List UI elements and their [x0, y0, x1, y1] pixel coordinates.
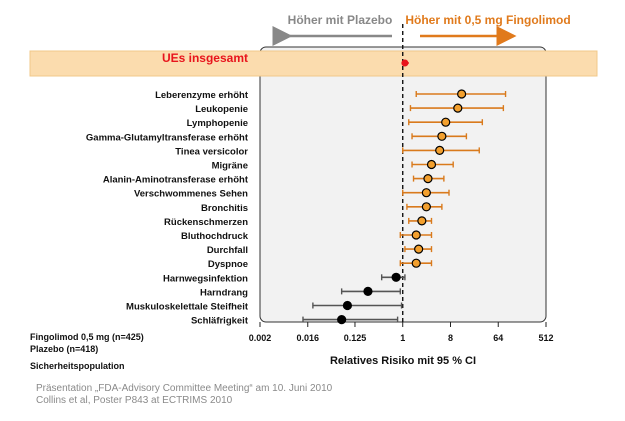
- row-point: [435, 145, 445, 155]
- forest-row: Harndrang: [200, 286, 402, 298]
- footnote-placebo-n: Plazebo (n=418): [30, 344, 99, 354]
- row-label: Harndrang: [200, 287, 248, 298]
- overall-estimate: [401, 59, 409, 67]
- row-label: Tinea versicolor: [175, 146, 248, 157]
- header-higher-placebo: Höher mit Plazebo: [288, 13, 393, 27]
- forest-row: Alanin-Aminotransferase erhöht: [103, 174, 445, 186]
- row-point: [414, 244, 424, 254]
- source-line-2: Collins et al, Poster P843 at ECTRIMS 20…: [36, 395, 233, 406]
- row-point: [441, 117, 451, 127]
- x-tick-label: 512: [538, 333, 553, 343]
- row-point: [411, 258, 421, 268]
- forest-row: Harnwegsinfektion: [163, 272, 406, 284]
- row-point: [457, 89, 467, 99]
- forest-row: Leukopenie: [195, 103, 505, 115]
- row-point: [421, 188, 431, 198]
- forest-row: Tinea versicolor: [175, 145, 480, 157]
- row-label: Alanin-Aminotransferase erhöht: [103, 175, 249, 186]
- overall-point: [401, 59, 409, 67]
- forest-row: Gamma-Glutamyltransferase erhöht: [86, 131, 468, 143]
- x-tick-label: 1: [400, 333, 405, 343]
- row-point: [337, 315, 347, 325]
- forest-row: Dyspnoe: [208, 258, 433, 270]
- row-label: Rückenschmerzen: [164, 217, 248, 228]
- row-point: [421, 202, 431, 212]
- row-point: [423, 174, 433, 184]
- forest-row: Lymphopenie: [187, 117, 484, 129]
- x-tick-label: 8: [448, 333, 453, 343]
- x-tick-label: 64: [493, 333, 503, 343]
- footnote-population: Sicherheitspopulation: [30, 361, 125, 371]
- row-label: Leukopenie: [195, 104, 248, 115]
- row-label: Dyspnoe: [208, 259, 248, 270]
- forest-row: Verschwommenes Sehen: [134, 188, 450, 200]
- forest-row: Migräne: [212, 159, 454, 172]
- x-axis-label: Relatives Risiko mit 95 % CI: [330, 355, 476, 367]
- row-point: [342, 300, 353, 311]
- row-point: [411, 230, 421, 240]
- overall-label: UEs insgesamt: [162, 51, 248, 65]
- forest-row: Bluthochdruck: [181, 230, 433, 242]
- row-label: Bronchitis: [201, 203, 248, 214]
- row-point: [391, 272, 401, 282]
- forest-row: Schläfrigkeit: [191, 315, 399, 327]
- row-label: Migräne: [212, 161, 248, 172]
- forest-row: Bronchitis: [201, 202, 443, 214]
- forest-row: Leberenzyme erhöht: [155, 89, 507, 101]
- forest-row: Rückenschmerzen: [164, 216, 433, 228]
- header-higher-fingolimod: Höher mit 0,5 mg Fingolimod: [405, 13, 570, 27]
- x-tick-label: 0.002: [249, 333, 272, 343]
- row-label: Gamma-Glutamyltransferase erhöht: [86, 132, 249, 143]
- row-label: Leberenzyme erhöht: [155, 90, 249, 101]
- x-tick-label: 0.016: [296, 333, 319, 343]
- row-group: Leberenzyme erhöht Leukopenie Lymphopenie G…: [86, 89, 507, 327]
- row-label: Muskuloskelettale Steifheit: [126, 302, 249, 313]
- row-label: Bluthochdruck: [181, 231, 249, 242]
- forest-row: Durchfall: [207, 244, 433, 256]
- forest-row: Muskuloskelettale Steifheit: [126, 300, 403, 313]
- x-axis: 0.002 0.016 0.125 1 8 64 512: [249, 322, 554, 343]
- row-point: [417, 216, 427, 226]
- row-label: Lymphopenie: [187, 118, 248, 129]
- row-label: Verschwommenes Sehen: [134, 189, 248, 200]
- source-line-1: Präsentation „FDA-Advisory Committee Mee…: [36, 383, 333, 394]
- x-tick-label: 0.125: [344, 333, 367, 343]
- row-label: Durchfall: [207, 245, 248, 256]
- overall-highlight-band: [29, 50, 598, 77]
- row-point: [453, 103, 463, 113]
- row-point: [437, 131, 447, 141]
- row-label: Schläfrigkeit: [191, 316, 249, 327]
- row-point: [363, 286, 373, 296]
- footnote-fingolimod-n: Fingolimod 0,5 mg (n=425): [30, 332, 144, 342]
- row-point: [426, 159, 437, 170]
- row-label: Harnwegsinfektion: [163, 273, 248, 284]
